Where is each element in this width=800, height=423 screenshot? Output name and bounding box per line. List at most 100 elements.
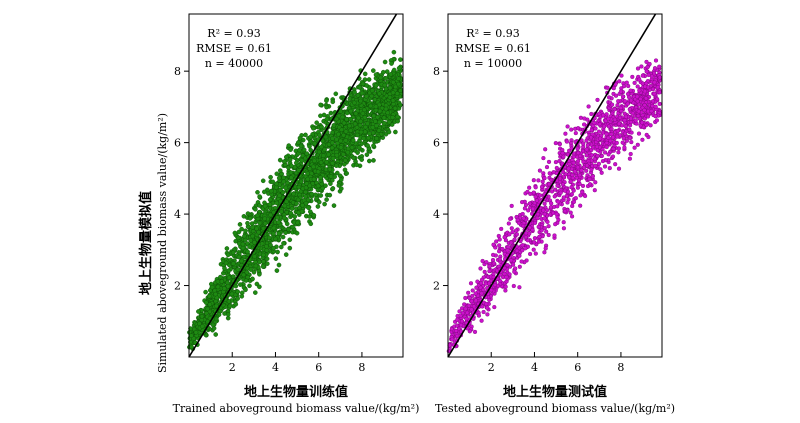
test-point [652, 66, 658, 71]
test-point [654, 118, 659, 123]
train-point [306, 205, 311, 210]
test-point [632, 145, 637, 150]
train-point [343, 158, 348, 163]
train-point [369, 93, 375, 99]
test-point [581, 159, 586, 164]
test-point [655, 97, 660, 102]
train-point [235, 267, 241, 272]
test-point [569, 214, 575, 219]
train-point [273, 256, 279, 261]
test-point [491, 271, 496, 277]
train-point [396, 76, 401, 81]
test-point [609, 102, 615, 107]
test-point [580, 183, 586, 188]
test-point [475, 279, 480, 284]
train-point [310, 126, 316, 131]
train-point [361, 135, 367, 141]
test-point [640, 137, 645, 142]
train-point [280, 234, 286, 240]
test-point [454, 323, 460, 328]
train-point [218, 274, 223, 280]
test-point [455, 317, 460, 322]
train-point [283, 154, 289, 160]
test-point [602, 150, 608, 155]
train-point [307, 183, 313, 189]
train-point [247, 283, 252, 289]
test-points [446, 58, 662, 354]
test-point [546, 159, 552, 164]
train-x-tick-label: 6 [315, 361, 322, 374]
test-point [569, 192, 574, 197]
train-point [206, 293, 212, 299]
train-point [225, 283, 231, 289]
train-point [308, 147, 314, 153]
test-point [624, 138, 629, 143]
test-point [528, 191, 533, 196]
test-point [607, 166, 612, 171]
test-n: n = 10000 [464, 57, 522, 70]
train-point [244, 269, 250, 275]
test-point [523, 231, 529, 236]
train-point [281, 215, 287, 221]
test-point [536, 178, 541, 183]
test-point [519, 259, 524, 264]
test-point [616, 146, 621, 151]
test-point [636, 109, 641, 114]
test-point [520, 243, 525, 248]
train-point [324, 159, 329, 165]
train-point [349, 145, 355, 150]
test-point [625, 91, 631, 97]
train-point [377, 108, 383, 114]
train-point [324, 104, 329, 110]
test-point [450, 337, 455, 342]
train-point [288, 170, 294, 175]
train-point [282, 203, 288, 209]
test-point [537, 168, 542, 173]
test-point [545, 219, 550, 224]
test-point [622, 99, 627, 104]
test-point [505, 263, 510, 268]
test-point [575, 165, 580, 170]
test-point [560, 151, 565, 156]
test-point [550, 210, 556, 216]
test-point [542, 250, 547, 255]
train-point [376, 128, 382, 133]
train-point [281, 179, 287, 184]
train-point [328, 110, 334, 116]
train-point [330, 160, 335, 166]
test-point [541, 156, 546, 161]
train-point [343, 129, 349, 134]
train-point [321, 153, 326, 158]
test-point [479, 318, 484, 323]
train-point [293, 160, 299, 166]
train-point [340, 114, 345, 120]
train-point [304, 151, 310, 156]
test-point [590, 174, 595, 179]
test-point [553, 222, 558, 227]
train-point [324, 116, 330, 122]
train-point [266, 235, 272, 241]
test-point [482, 269, 487, 274]
test-point [535, 216, 540, 221]
test-point [514, 232, 519, 237]
train-point [273, 236, 278, 242]
train-point [326, 152, 331, 157]
test-point [613, 93, 619, 98]
train-point [252, 290, 258, 295]
train-point [305, 176, 311, 182]
train-point [344, 117, 350, 122]
test-point [644, 122, 649, 128]
test-point [494, 239, 499, 244]
test-point [491, 252, 496, 257]
train-x-label-cn: 地上生物量训练值 [244, 384, 348, 400]
test-point [564, 139, 569, 144]
test-point [653, 114, 658, 119]
train-point [316, 199, 322, 205]
train-point [248, 267, 254, 272]
train-point [361, 107, 367, 113]
test-point [592, 156, 597, 162]
train-point [382, 82, 388, 88]
test-point [539, 184, 545, 189]
train-point [336, 131, 341, 137]
train-point [372, 119, 378, 124]
